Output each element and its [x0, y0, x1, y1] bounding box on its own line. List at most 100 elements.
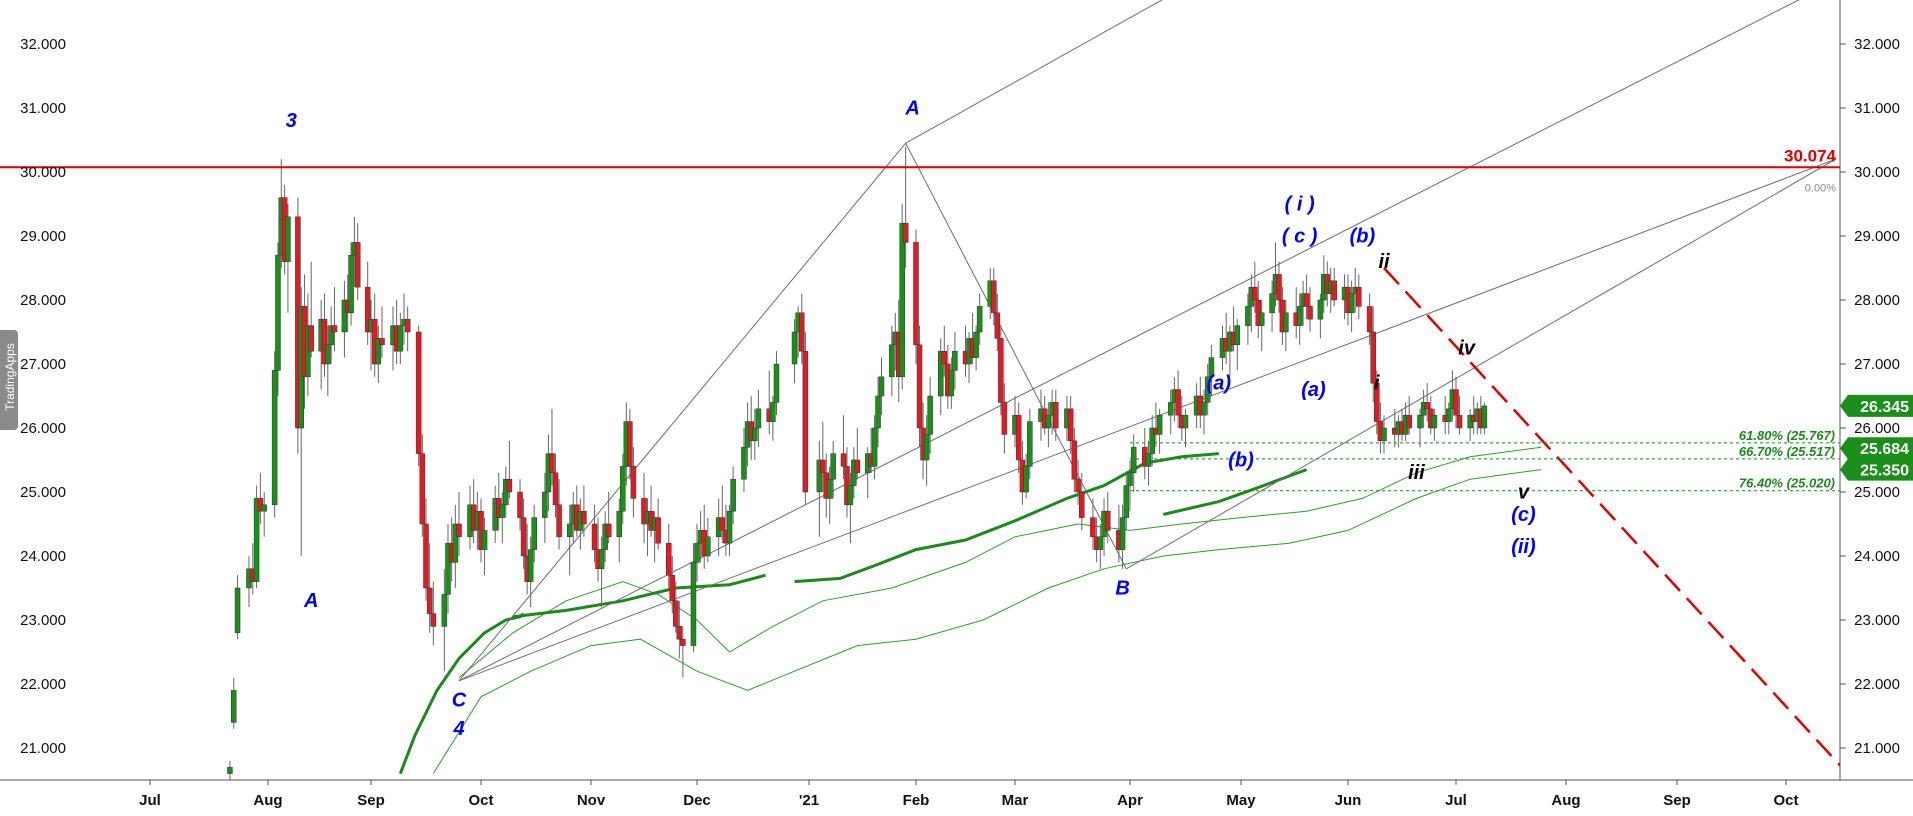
candle-body: [542, 491, 548, 518]
candle-body: [1381, 427, 1387, 442]
candle-body: [665, 542, 672, 576]
candle-body: [1481, 405, 1488, 429]
price-tag-bg: [1840, 458, 1913, 481]
x-tick-label-13: Aug: [1551, 792, 1580, 809]
candle-227: [1374, 370, 1380, 435]
candle-body: [952, 350, 958, 371]
candle-225: [1366, 293, 1373, 345]
moving-average-lines: [398, 452, 1308, 775]
candle-35: [397, 312, 404, 364]
candle-body: [998, 338, 1004, 403]
x-tick-label-6: '21: [799, 792, 819, 809]
candle-body: [354, 242, 361, 288]
candle-body: [331, 325, 338, 333]
x-tick-label-3: Oct: [468, 792, 493, 809]
candle-body: [676, 626, 683, 640]
candle-8: [271, 351, 278, 518]
candle-body: [705, 536, 711, 557]
candle-40: [423, 498, 429, 601]
candle-body: [1370, 331, 1376, 384]
candle-body: [916, 344, 923, 429]
candle-body: [1182, 414, 1189, 429]
trend-line-6: [1126, 158, 1836, 570]
candle-body: [1149, 427, 1155, 454]
candle-body: [1258, 312, 1265, 326]
candle-body: [375, 338, 382, 365]
candle-148: [973, 325, 979, 371]
candle-body: [1079, 491, 1085, 518]
candle-body: [520, 517, 527, 557]
candle-141: [941, 325, 948, 377]
y-tick-label-right-6: 26.000: [1854, 420, 1900, 437]
candle-114: [802, 332, 809, 505]
candle-41: [426, 543, 433, 633]
candle-body: [1015, 414, 1022, 461]
y-tick-label-left-10: 22.000: [20, 676, 66, 693]
x-tick-label-14: Sep: [1663, 792, 1691, 809]
candle-44: [445, 524, 451, 614]
projection-dashed-line: [1383, 267, 1840, 768]
candle-168: [1075, 460, 1081, 505]
resistance-label: 30.074: [1784, 146, 1837, 165]
candle-body: [991, 280, 997, 314]
candle-32: [379, 306, 385, 358]
candle-body: [1045, 414, 1052, 429]
candle-194: [1208, 344, 1215, 396]
wave-label-3: C: [452, 689, 467, 711]
x-tick-label-10: May: [1226, 792, 1256, 809]
candle-103: [741, 428, 747, 492]
candle-body: [1453, 389, 1459, 416]
candle-219: [1331, 268, 1337, 307]
wave-label-8: (b): [1228, 449, 1254, 471]
trend-lines: [458, 0, 1840, 768]
wave-label-15: iii: [1408, 462, 1425, 484]
candle-body: [669, 574, 676, 602]
candle-body: [234, 587, 241, 634]
candle-body: [445, 542, 451, 595]
candle-151: [991, 268, 997, 326]
candle-115: [816, 440, 823, 537]
candle-body: [1175, 389, 1181, 416]
candle-73: [591, 504, 598, 563]
x-tick-label-9: Apr: [1117, 792, 1143, 809]
candle-body: [802, 350, 809, 493]
candle-52: [481, 517, 488, 576]
candle-243: [1453, 376, 1459, 428]
candle-135: [913, 229, 919, 364]
candle-164: [1053, 389, 1059, 441]
candle-237: [1424, 383, 1430, 422]
candle-9: [275, 242, 281, 396]
candle-body: [605, 523, 612, 538]
candle-211: [1296, 293, 1303, 345]
candle-55: [499, 492, 506, 544]
candle-body: [1027, 421, 1033, 467]
x-tick-label-7: Feb: [903, 792, 930, 809]
wave-label-7: (a): [1207, 373, 1232, 395]
candle-176: [1119, 504, 1126, 569]
candle-body: [1053, 402, 1059, 429]
candle-140: [938, 338, 944, 416]
candle-body: [230, 690, 237, 723]
candles: [227, 146, 1488, 780]
candle-0: [227, 760, 233, 780]
candle-139: [927, 376, 933, 454]
candle-25: [348, 242, 354, 326]
candle-39: [419, 434, 426, 537]
candle-184: [1156, 408, 1163, 454]
candle-38: [415, 325, 422, 467]
resistance-pct-label: 0.00%: [1805, 182, 1836, 194]
fib-label-2: 66.70% (25.517): [1739, 444, 1835, 459]
candle-116: [820, 421, 826, 492]
candle-156: [1015, 402, 1022, 473]
candle-body: [690, 562, 697, 646]
candle-body: [423, 523, 429, 589]
y-tick-label-right-7: 25.000: [1854, 484, 1900, 501]
candle-body: [531, 517, 537, 550]
price-tag-label: 25.684: [1860, 441, 1909, 458]
y-tick-label-left-8: 24.000: [20, 548, 66, 565]
wave-label-11: (a): [1301, 379, 1326, 401]
candle-body: [379, 338, 385, 346]
candle-body: [938, 350, 944, 397]
candle-body: [1201, 402, 1207, 416]
wave-label-13: ii: [1378, 251, 1390, 273]
